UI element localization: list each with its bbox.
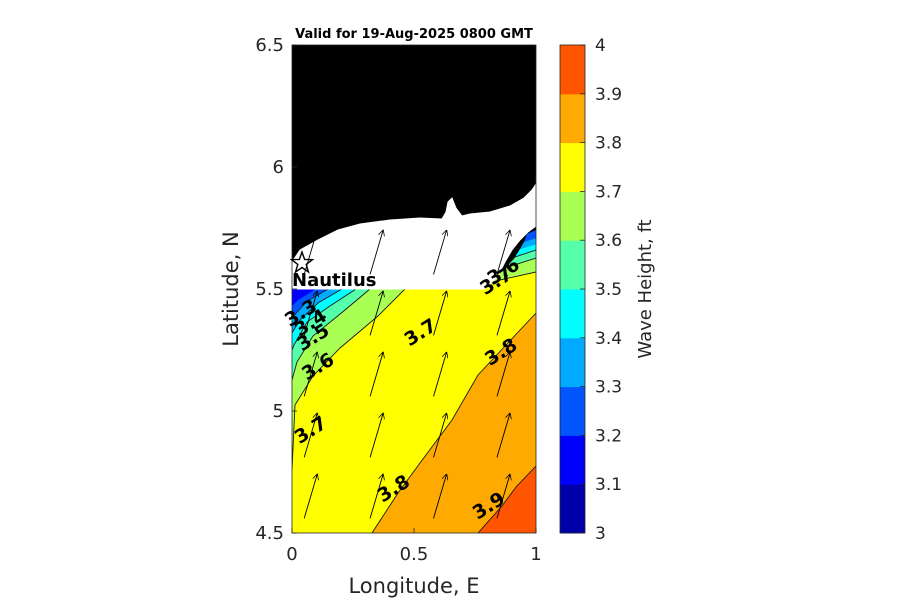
- y-axis-label: Latitude, N: [219, 231, 243, 347]
- wave-direction-arrows: [303, 230, 510, 519]
- strip-band-3.5: [505, 250, 536, 268]
- land-mass: [292, 183, 536, 290]
- chart-title: Valid for 19-Aug-2025 0800 GMT: [295, 27, 533, 42]
- colorbar-segment: [560, 337, 585, 388]
- contour-fills: [292, 289, 536, 533]
- wave-arrow: [496, 352, 510, 397]
- wave-arrow: [433, 230, 447, 275]
- colorbar-tick-label: 3.8: [595, 134, 622, 154]
- strip-band-3.6: [490, 258, 536, 282]
- y-tick-label: 4.5: [255, 523, 284, 544]
- colorbar-tick-label: 3.4: [595, 329, 622, 349]
- x-tick-label: 0: [286, 544, 297, 565]
- contour-line-3.4: [292, 288, 343, 334]
- star-icon: [289, 249, 315, 274]
- fill-band-3.1: [292, 289, 316, 306]
- colorbar-tick-label: 3.1: [595, 475, 622, 495]
- wave-arrow: [496, 230, 510, 275]
- contour-line-3.8: [371, 312, 536, 533]
- strip-contour-line-3: [504, 249, 536, 269]
- wave-arrow: [496, 291, 510, 336]
- fill-band-3.6: [292, 289, 405, 470]
- location-label: Nautilus: [292, 270, 377, 291]
- wave-arrow: [303, 291, 317, 336]
- colorbar-tick-label: 3.3: [595, 378, 622, 398]
- wave-arrow: [369, 352, 383, 397]
- wave-arrow: [496, 413, 510, 458]
- y-tick-label: 6: [273, 157, 284, 178]
- y-tick-label: 6.5: [255, 35, 284, 56]
- wave-arrow: [433, 291, 447, 336]
- strip-band-3.3: [520, 238, 536, 249]
- x-axis-label: Longitude, E: [348, 574, 479, 598]
- y-tick-label: 5.5: [255, 279, 284, 300]
- colorbar-segment: [560, 484, 585, 534]
- colorbar-segment: [560, 386, 585, 436]
- colorbar-segment: [560, 289, 585, 339]
- wave-arrow: [433, 474, 447, 519]
- wave-arrow: [369, 291, 383, 336]
- contour-line-3.3: [292, 288, 329, 319]
- wave-arrow: [433, 352, 447, 397]
- contour-line-3.6: [292, 288, 371, 381]
- wave-arrow: [433, 413, 447, 458]
- wave-arrow: [496, 474, 510, 519]
- contour-line-3.9: [477, 465, 536, 533]
- x-tick-label: 1: [530, 544, 541, 565]
- colorbar-tick-label: 3.9: [595, 85, 622, 105]
- colorbar-segment: [560, 93, 585, 144]
- colorbar-segment: [560, 191, 585, 241]
- contour-lines: [292, 288, 536, 533]
- colorbar: 3 3.1 3.2 3.3 3.4 3.5 3.6 3.7 3.8 3.9 4: [559, 36, 622, 544]
- colorbar-tick-label: 3.6: [595, 231, 622, 251]
- colorbar-segment: [560, 142, 585, 192]
- wave-arrow: [303, 413, 317, 458]
- contour-line-3.5: [292, 288, 357, 351]
- wave-arrow: [303, 352, 317, 397]
- x-tick-label: 0.5: [400, 544, 429, 565]
- colorbar-tick-label: 3.2: [595, 426, 622, 446]
- wave-arrow: [369, 413, 383, 458]
- colorbar-tick-label: 3: [595, 524, 606, 544]
- contour-line-3.7: [292, 288, 406, 471]
- strip-band-3.2: [524, 230, 536, 242]
- colorbar-segment: [560, 240, 585, 290]
- wave-arrow: [369, 474, 383, 519]
- strip-band-3.4: [515, 244, 536, 257]
- colorbar-segment: [560, 435, 585, 485]
- colorbar-tick-label: 4: [595, 36, 606, 56]
- fill-band-3.7: [292, 289, 536, 533]
- wave-arrow: [303, 474, 317, 519]
- x-axis-ticks: 0 0.5 1: [286, 528, 542, 565]
- colorbar-tick-label: 3.7: [595, 182, 622, 202]
- y-tick-label: 5: [273, 401, 284, 422]
- colorbar-label: Wave Height, ft: [635, 219, 656, 358]
- wave-arrow: [369, 230, 383, 275]
- y-axis-ticks: 4.5 5 5.5 6 6.5: [255, 35, 297, 544]
- location-marker: Nautilus: [289, 249, 377, 291]
- colorbar-segment: [560, 45, 585, 95]
- colorbar-tick-label: 3.5: [595, 280, 622, 300]
